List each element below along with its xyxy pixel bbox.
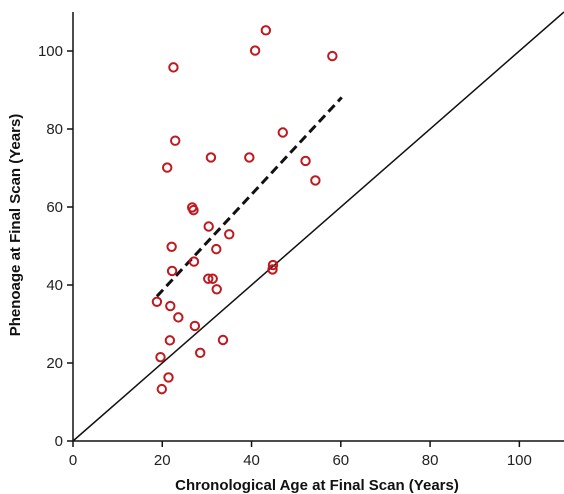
regression-line	[155, 96, 343, 298]
plot-area	[72, 11, 564, 442]
data-point	[217, 334, 229, 346]
y-tick-label: 0	[55, 433, 63, 450]
y-tick-label: 40	[46, 277, 63, 294]
data-point	[170, 135, 181, 146]
data-point	[300, 155, 311, 167]
data-point	[168, 62, 179, 73]
x-tick-label: 40	[243, 452, 260, 469]
data-point	[166, 265, 178, 277]
x-tick-label: 0	[69, 452, 77, 469]
data-point	[188, 256, 200, 267]
x-tick-label: 100	[507, 452, 532, 469]
data-point	[151, 296, 163, 307]
data-point	[244, 152, 255, 163]
data-point	[224, 229, 235, 240]
data-point	[260, 25, 272, 36]
data-point	[327, 50, 338, 62]
data-point	[205, 152, 217, 163]
data-point	[189, 320, 201, 332]
data-point	[267, 264, 278, 275]
data-point	[163, 372, 174, 383]
x-tick-label: 80	[422, 452, 439, 469]
y-tick-label: 20	[46, 355, 63, 372]
data-point	[195, 347, 206, 359]
y-tick-label: 80	[46, 121, 63, 138]
data-point	[211, 284, 222, 295]
data-point	[277, 127, 288, 138]
data-point	[249, 45, 261, 56]
x-axis: 0 20 40 60 80 100	[69, 440, 564, 469]
data-point	[207, 273, 218, 284]
data-point	[156, 383, 168, 395]
x-tick-label: 60	[332, 452, 349, 469]
y-tick-label: 100	[38, 43, 63, 60]
data-point	[186, 202, 198, 213]
data-point	[173, 312, 184, 323]
y-axis: 0 20 40 60 80 100	[38, 12, 74, 450]
data-point	[203, 273, 214, 284]
data-point	[165, 300, 176, 312]
data-point	[203, 221, 214, 232]
data-point	[211, 243, 222, 255]
data-point	[164, 335, 176, 346]
y-axis-title: Phenoage at Final Scan (Years)	[7, 114, 24, 337]
y-tick-label: 60	[46, 199, 63, 216]
data-point	[166, 241, 177, 252]
data-point	[310, 175, 321, 186]
data-point	[161, 162, 173, 173]
x-axis-title: Chronological Age at Final Scan (Years)	[175, 477, 459, 494]
identity-line	[72, 11, 564, 442]
x-tick-label: 20	[154, 452, 171, 469]
data-point	[155, 351, 166, 363]
data-point	[267, 259, 279, 271]
